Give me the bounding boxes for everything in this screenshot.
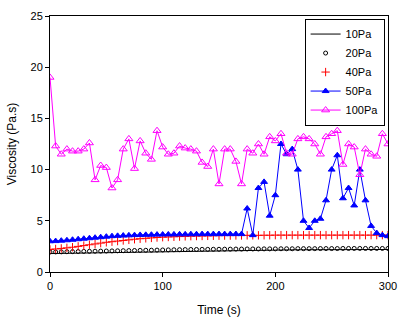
svg-text:10Pa: 10Pa: [346, 28, 373, 40]
svg-text:0: 0: [47, 280, 53, 292]
svg-text:10: 10: [31, 163, 43, 175]
svg-text:Time (s): Time (s): [197, 303, 241, 317]
svg-text:200: 200: [266, 280, 284, 292]
svg-text:25: 25: [31, 10, 43, 22]
svg-text:300: 300: [379, 280, 397, 292]
svg-text:50Pa: 50Pa: [346, 85, 373, 97]
svg-text:20: 20: [31, 61, 43, 73]
svg-text:100: 100: [153, 280, 171, 292]
svg-text:100Pa: 100Pa: [346, 104, 379, 116]
svg-text:40Pa: 40Pa: [346, 66, 373, 78]
svg-text:0: 0: [37, 266, 43, 278]
svg-text:20Pa: 20Pa: [346, 47, 373, 59]
svg-text:5: 5: [37, 215, 43, 227]
svg-text:Viscosity (Pa.s): Viscosity (Pa.s): [5, 103, 19, 185]
svg-text:15: 15: [31, 112, 43, 124]
